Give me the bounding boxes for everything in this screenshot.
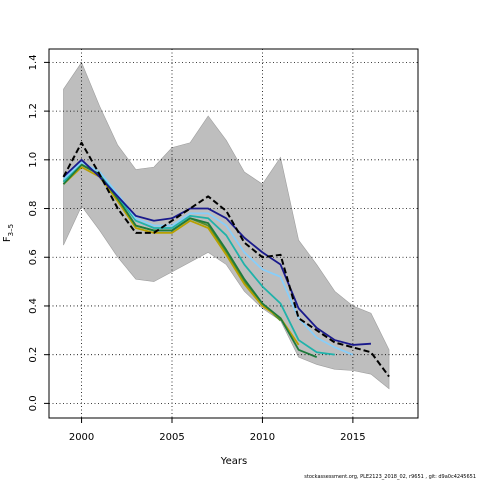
y-axis-label-subscript: 3–5 — [7, 224, 15, 236]
y-tick-label: 1.0 — [28, 152, 39, 168]
footer-text: stockassessment.org, PLE2123_2018_02, r9… — [304, 474, 476, 480]
x-tick-label: 2000 — [69, 432, 94, 443]
y-axis: 0.0 0.2 0.4 0.6 0.8 1.0 1.2 1.4 — [28, 54, 49, 411]
series-line-2 — [62, 161, 354, 356]
y-tick-label: 0.0 — [28, 395, 39, 411]
y-axis-label: F3–5 — [2, 224, 15, 242]
y-tick-label: 1.4 — [28, 54, 39, 70]
y-tick-label: 0.6 — [28, 249, 39, 265]
y-tick-label: 0.8 — [28, 201, 39, 217]
x-tick-label: 2010 — [250, 432, 275, 443]
series-line-1 — [62, 158, 372, 346]
y-tick-label: 1.2 — [28, 103, 39, 119]
series-layer — [62, 141, 390, 378]
y-tick-label: 0.4 — [28, 298, 39, 314]
x-tick-label: 2005 — [159, 432, 184, 443]
y-axis-label-main: F — [2, 236, 13, 242]
x-axis: 2000 2005 2010 2015 — [69, 418, 366, 443]
y-tick-label: 0.2 — [28, 347, 39, 363]
x-tick-label: 2015 — [340, 432, 365, 443]
series-line-0 — [62, 141, 390, 378]
x-axis-label: Years — [220, 456, 247, 467]
plot-frame — [48, 48, 419, 419]
